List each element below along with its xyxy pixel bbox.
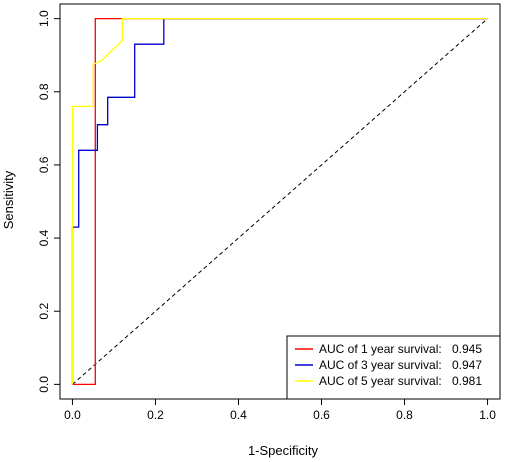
legend-label-2: AUC of 3 year survival: [319,358,442,372]
y-tick-label: 0.2 [37,303,51,320]
series-line-3 [71,17,488,385]
reference-diagonal-line [72,18,488,385]
y-tick-label: 0.6 [37,156,51,173]
x-tick-label: 1.0 [479,408,496,422]
x-axis-label: 1-Specificity [248,443,319,458]
legend-label-1: AUC of 1 year survival: [319,342,442,356]
axis-ticks: 0.0 0.2 0.4 0.6 0.8 1.0 0.0 0.2 0.4 0.6 0.8 1.0 [37,10,496,422]
legend-auc-value-1: 0.945 [452,342,482,356]
legend-label-3: AUC of 5 year survival: [319,374,442,388]
plot-area [59,3,501,400]
legend-box [286,335,501,400]
y-axis-label: Sensitivity [1,170,16,229]
y-tick-label: 0.8 [37,83,51,100]
x-tick-label: 0.2 [147,408,164,422]
y-tick-label: 1.0 [37,10,51,27]
y-tick-label: 0.4 [37,229,51,246]
y-tick-label: 0.0 [37,376,51,393]
plot-frame [59,3,501,400]
legend-auc-value-2: 0.947 [452,358,482,372]
legend-auc-value-3: 0.981 [452,374,482,388]
x-tick-label: 0.6 [313,408,330,422]
x-tick-label: 0.4 [230,408,247,422]
series-line-2 [71,17,488,385]
legend: AUC of 1 year survival: 0.945 AUC of 3 yea… [286,335,501,400]
x-tick-label: 0.0 [64,408,81,422]
x-tick-label: 0.8 [396,408,413,422]
